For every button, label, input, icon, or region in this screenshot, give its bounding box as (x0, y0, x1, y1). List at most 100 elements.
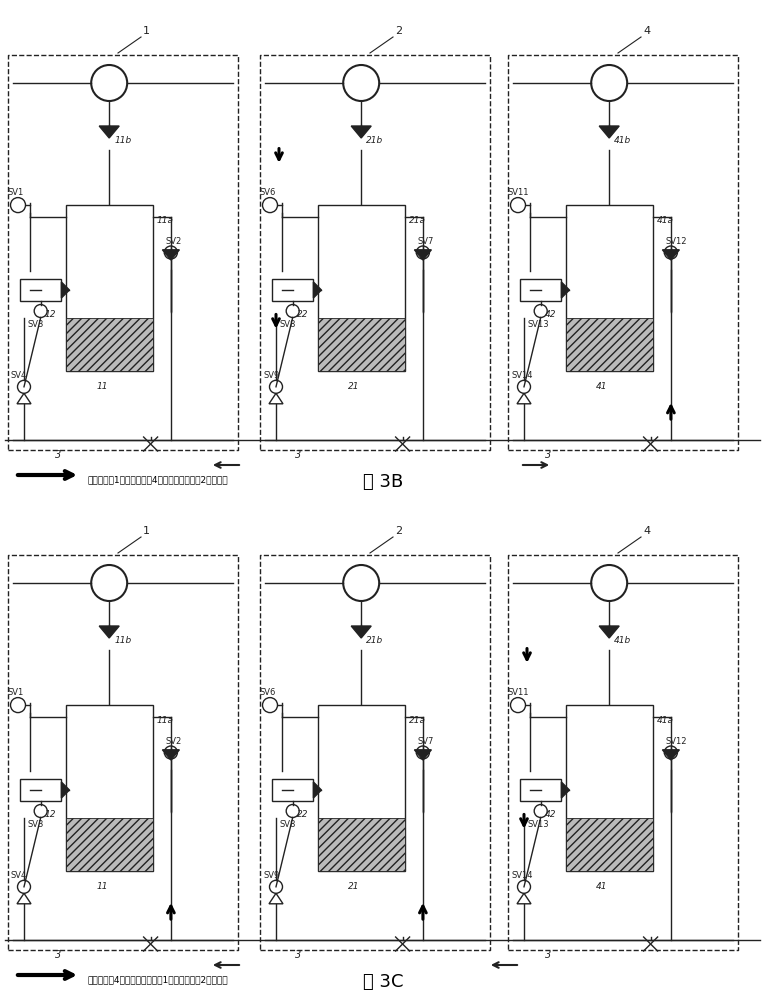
Text: SV11: SV11 (508, 188, 529, 197)
Text: 22: 22 (297, 810, 308, 819)
Polygon shape (162, 750, 180, 760)
Bar (66, 818, 153, 871)
Text: 11b: 11b (114, 136, 132, 145)
Text: 3: 3 (55, 450, 61, 460)
Text: 41b: 41b (614, 136, 631, 145)
Polygon shape (162, 250, 180, 260)
Bar (272, 279, 314, 301)
Text: SV8: SV8 (280, 320, 296, 329)
Text: SV12: SV12 (666, 236, 688, 245)
Text: 1: 1 (143, 526, 150, 536)
Text: 41: 41 (596, 882, 607, 891)
Text: SV14: SV14 (511, 871, 532, 880)
Text: 42: 42 (545, 810, 556, 819)
Text: SV13: SV13 (528, 820, 549, 829)
Text: 3: 3 (55, 950, 61, 960)
Polygon shape (351, 126, 371, 138)
Text: SV1: SV1 (8, 688, 24, 697)
Text: 42: 42 (545, 310, 556, 319)
Bar (520, 279, 562, 301)
Text: 21a: 21a (409, 216, 426, 225)
Text: SV4: SV4 (11, 371, 28, 380)
Bar (20, 779, 61, 801)
Bar (20, 279, 61, 301)
Text: SV9: SV9 (263, 371, 279, 380)
Bar (317, 818, 405, 871)
Text: SV14: SV14 (511, 371, 532, 380)
Polygon shape (99, 126, 119, 138)
Text: SV6: SV6 (260, 188, 276, 197)
Text: 21a: 21a (409, 716, 426, 725)
Text: 11b: 11b (114, 636, 132, 645)
Polygon shape (99, 626, 119, 638)
Polygon shape (314, 782, 321, 798)
Polygon shape (351, 626, 371, 638)
Text: 3: 3 (295, 950, 301, 960)
Text: 4: 4 (643, 26, 650, 36)
Polygon shape (61, 282, 70, 298)
Bar (565, 205, 653, 371)
Text: 41: 41 (596, 382, 607, 391)
Bar (272, 779, 314, 801)
Text: 41a: 41a (657, 216, 674, 225)
Text: SV7: SV7 (418, 736, 435, 746)
Text: 3: 3 (295, 450, 301, 460)
Bar (66, 705, 153, 871)
Text: 1: 1 (143, 26, 150, 36)
Text: SV1: SV1 (8, 188, 24, 197)
Text: SV3: SV3 (28, 820, 44, 829)
Text: SV11: SV11 (508, 688, 529, 697)
Text: 3: 3 (545, 450, 552, 460)
Bar (520, 779, 562, 801)
Text: 11: 11 (96, 882, 108, 891)
Polygon shape (314, 282, 321, 298)
Text: 21b: 21b (366, 136, 383, 145)
Polygon shape (562, 782, 569, 798)
Text: SV4: SV4 (11, 871, 28, 880)
Text: 图 3C: 图 3C (363, 973, 403, 991)
Polygon shape (599, 126, 619, 138)
Polygon shape (562, 282, 569, 298)
Text: 2: 2 (395, 526, 402, 536)
Text: SV6: SV6 (260, 688, 276, 697)
Text: SV8: SV8 (280, 820, 296, 829)
Text: SV9: SV9 (263, 871, 279, 880)
Text: 22: 22 (297, 310, 308, 319)
Text: SV3: SV3 (28, 320, 44, 329)
Text: 2: 2 (395, 26, 402, 36)
Polygon shape (662, 750, 679, 760)
Polygon shape (415, 250, 431, 260)
Text: SV2: SV2 (166, 736, 182, 746)
Text: 11a: 11a (157, 216, 174, 225)
Text: 21b: 21b (366, 636, 383, 645)
Bar (317, 318, 405, 371)
Text: 41b: 41b (614, 636, 631, 645)
Text: 第三室外机4排油，第一室外机1、第二室外机2吸油过程: 第三室外机4排油，第一室外机1、第二室外机2吸油过程 (88, 975, 229, 984)
Text: 图 3B: 图 3B (363, 473, 403, 491)
Text: 11a: 11a (157, 716, 174, 725)
Text: 12: 12 (44, 310, 56, 319)
Text: 第一室外机1、第三室外机4吸油，第二室外机2排油过程: 第一室外机1、第三室外机4吸油，第二室外机2排油过程 (88, 475, 229, 484)
Bar (66, 205, 153, 371)
Bar (565, 318, 653, 371)
Bar (66, 318, 153, 371)
Text: 21: 21 (348, 382, 360, 391)
Text: SV7: SV7 (418, 236, 435, 245)
Text: 41a: 41a (657, 716, 674, 725)
Polygon shape (415, 750, 431, 760)
Text: 4: 4 (643, 526, 650, 536)
Text: SV13: SV13 (528, 320, 549, 329)
Bar (317, 205, 405, 371)
Bar (317, 705, 405, 871)
Polygon shape (662, 250, 679, 260)
Text: 11: 11 (96, 382, 108, 391)
Polygon shape (61, 782, 70, 798)
Polygon shape (599, 626, 619, 638)
Text: 21: 21 (348, 882, 360, 891)
Bar (565, 818, 653, 871)
Text: 12: 12 (44, 810, 56, 819)
Text: SV12: SV12 (666, 736, 688, 746)
Text: SV2: SV2 (166, 236, 182, 245)
Text: 3: 3 (545, 950, 552, 960)
Bar (565, 705, 653, 871)
